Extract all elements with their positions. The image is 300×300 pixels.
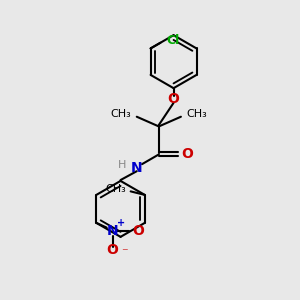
Text: N: N	[107, 224, 118, 238]
Text: ⁻: ⁻	[122, 247, 128, 260]
Text: H: H	[118, 160, 126, 170]
Text: CH₃: CH₃	[105, 184, 126, 194]
Text: O: O	[133, 224, 144, 238]
Text: CH₃: CH₃	[111, 109, 131, 119]
Text: N: N	[131, 161, 142, 175]
Text: O: O	[168, 92, 179, 106]
Text: O: O	[106, 243, 119, 257]
Text: CH₃: CH₃	[186, 109, 207, 119]
Text: Cl: Cl	[166, 34, 179, 47]
Text: +: +	[117, 218, 125, 228]
Text: O: O	[182, 147, 194, 161]
